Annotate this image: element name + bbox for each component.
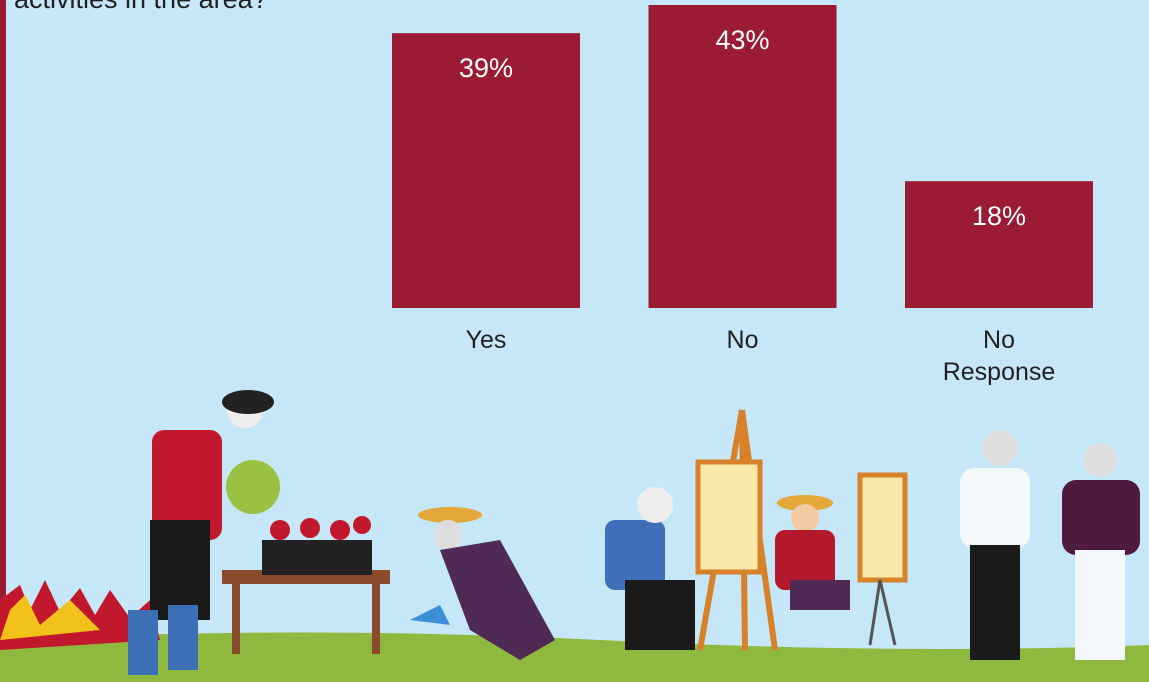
value-label: 39% (459, 53, 513, 83)
left-border (0, 0, 6, 682)
bar (392, 33, 580, 309)
chart-title: activities in the area? (14, 0, 268, 15)
illustration (0, 390, 1149, 682)
bar (648, 5, 837, 308)
bar (905, 181, 1093, 308)
value-label: 43% (715, 25, 769, 55)
value-label: 18% (972, 201, 1026, 231)
x-tick-label: No Response (942, 326, 1056, 386)
x-tick-label: Yes (465, 326, 507, 354)
x-tick-label: No (726, 326, 759, 354)
